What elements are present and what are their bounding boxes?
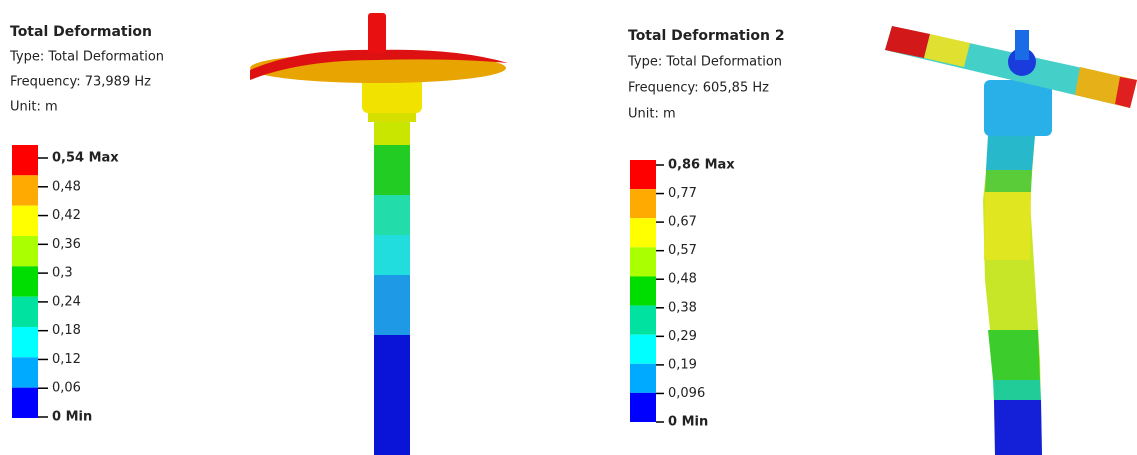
- color-band: [630, 364, 656, 393]
- legend-label: 0,48: [668, 272, 697, 287]
- color-band: [12, 297, 38, 327]
- panel-frequency: Frequency: 73,989 Hz: [10, 75, 151, 90]
- color-band: [630, 189, 656, 218]
- color-band: [12, 206, 38, 236]
- legend-label: 0,29: [668, 329, 697, 344]
- legend-label: 0 Min: [52, 410, 92, 425]
- legend-label: 0,19: [668, 357, 697, 372]
- legend-label: 0,57: [668, 243, 697, 258]
- color-band: [630, 247, 656, 276]
- color-band: [630, 335, 656, 364]
- panel-type: Type: Total Deformation: [9, 50, 164, 65]
- color-band: [12, 266, 38, 296]
- legend-label: 0,36: [52, 237, 81, 252]
- panel-unit: Unit: m: [628, 107, 676, 122]
- legend-label: 0,42: [52, 208, 81, 223]
- legend-label: 0,3: [52, 266, 73, 281]
- screenshot: Total Deformation Type: Total Deformation…: [0, 0, 1137, 455]
- color-band: [12, 357, 38, 387]
- legend-label: 0,18: [52, 323, 81, 338]
- legend-label: 0,06: [52, 381, 81, 396]
- legend-label: 0,12: [52, 352, 81, 367]
- color-band: [630, 306, 656, 335]
- color-band: [630, 160, 656, 189]
- legend-label: 0 Min: [668, 415, 708, 430]
- panel-title: Total Deformation: [10, 24, 152, 40]
- panel-type: Type: Total Deformation: [627, 55, 782, 70]
- color-band: [630, 218, 656, 247]
- legend-label: 0,096: [668, 386, 705, 401]
- color-band: [12, 236, 38, 266]
- panel-unit: Unit: m: [10, 100, 58, 115]
- panel-frequency: Frequency: 605,85 Hz: [628, 81, 769, 96]
- legend-label: 0,48: [52, 179, 81, 194]
- legend-label: 0,86 Max: [668, 158, 735, 173]
- color-band: [12, 327, 38, 357]
- color-band: [12, 175, 38, 205]
- color-band: [630, 276, 656, 305]
- legend-label: 0,38: [668, 300, 697, 315]
- color-band: [12, 145, 38, 175]
- color-band: [630, 393, 656, 422]
- legend-label: 0,67: [668, 215, 697, 230]
- legend-label: 0,77: [668, 186, 697, 201]
- color-band: [12, 388, 38, 418]
- legend-label: 0,54 Max: [52, 151, 119, 166]
- panel-title: Total Deformation 2: [628, 28, 785, 44]
- legend-label: 0,24: [52, 294, 81, 309]
